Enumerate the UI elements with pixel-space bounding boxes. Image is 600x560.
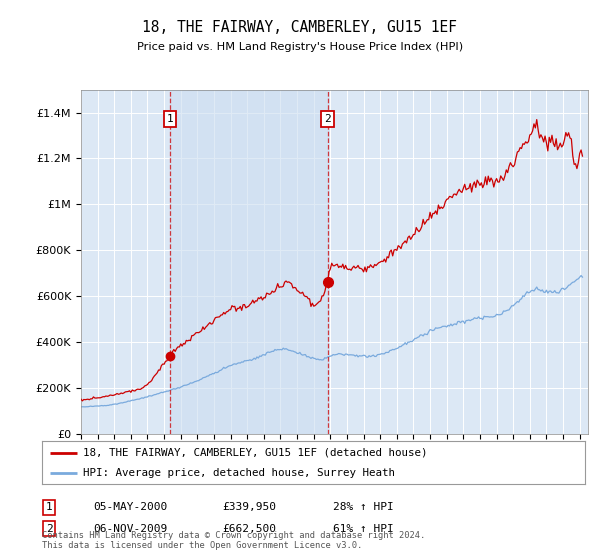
Text: £339,950: £339,950 [222, 502, 276, 512]
Text: 1: 1 [46, 502, 53, 512]
Text: 2: 2 [324, 114, 331, 124]
Text: 06-NOV-2009: 06-NOV-2009 [93, 524, 167, 534]
Text: HPI: Average price, detached house, Surrey Heath: HPI: Average price, detached house, Surr… [83, 468, 395, 478]
Text: 18, THE FAIRWAY, CAMBERLEY, GU15 1EF (detached house): 18, THE FAIRWAY, CAMBERLEY, GU15 1EF (de… [83, 447, 427, 458]
Text: Price paid vs. HM Land Registry's House Price Index (HPI): Price paid vs. HM Land Registry's House … [137, 42, 463, 52]
Text: 18, THE FAIRWAY, CAMBERLEY, GU15 1EF: 18, THE FAIRWAY, CAMBERLEY, GU15 1EF [143, 20, 458, 35]
Text: 1: 1 [167, 114, 173, 124]
Text: Contains HM Land Registry data © Crown copyright and database right 2024.
This d: Contains HM Land Registry data © Crown c… [42, 530, 425, 550]
Bar [170, 90, 328, 434]
Text: 05-MAY-2000: 05-MAY-2000 [93, 502, 167, 512]
Text: £662,500: £662,500 [222, 524, 276, 534]
Text: 61% ↑ HPI: 61% ↑ HPI [333, 524, 394, 534]
Text: 2: 2 [46, 524, 53, 534]
Text: 28% ↑ HPI: 28% ↑ HPI [333, 502, 394, 512]
